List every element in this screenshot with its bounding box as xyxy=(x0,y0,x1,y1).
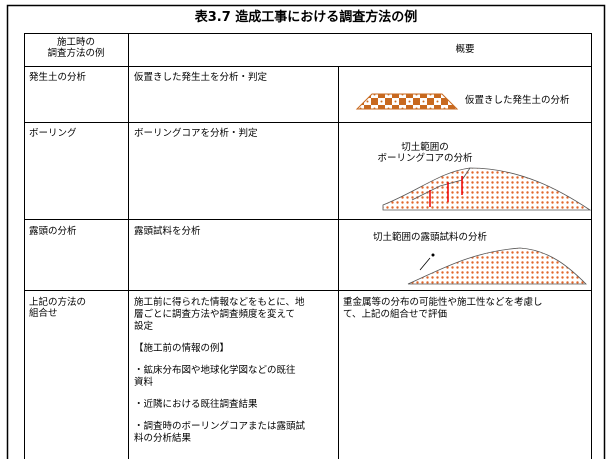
summary: 料の分析結果 xyxy=(134,433,192,444)
figure-caption: 切土範囲の露頭試料の分析 xyxy=(373,232,488,243)
summary: 設定 xyxy=(134,321,154,332)
sample-point xyxy=(431,253,435,257)
method: 発生土の分析 xyxy=(29,72,87,83)
method: 上記の方法の xyxy=(29,297,87,308)
summary: ・近隣における既往調査結果 xyxy=(134,399,258,410)
summary: 資料 xyxy=(134,377,154,388)
soil-pile xyxy=(355,93,459,110)
title: 表3.7 造成工事における調査方法の例 xyxy=(194,10,418,25)
summary: 施工前に得られた情報などをもとに、地 xyxy=(134,297,305,308)
table-lines xyxy=(6,4,606,459)
figure-caption: 切土範囲の xyxy=(401,142,449,153)
header-summary: 概要 xyxy=(455,44,475,55)
summary: 露頭試料を分析 xyxy=(134,226,201,237)
summary: ・鉱床分布図や地球化学図などの既往 xyxy=(134,365,296,376)
summary: ボーリングコアを分析・判定 xyxy=(134,128,258,139)
boring-cores xyxy=(429,176,463,207)
header-method: 調査方法の例 xyxy=(47,48,105,59)
summary: 仮置きした発生土を分析・判定 xyxy=(134,72,268,83)
figure-caption: ボーリングコアの分析 xyxy=(377,153,473,164)
figure-caption: 仮置きした発生土の分析 xyxy=(465,95,570,106)
pointer-line xyxy=(419,257,431,271)
summary: 【施工前の情報の例】 xyxy=(134,343,230,354)
outcrop-mound xyxy=(407,247,587,285)
evaluation: 重金属等の分布の可能性や施工性などを考慮し xyxy=(343,297,543,308)
method: ボーリング xyxy=(29,128,77,139)
evaluation: て、上記の組合せで評価 xyxy=(343,309,448,320)
header-method: 施工時の xyxy=(56,37,96,48)
cut-mound xyxy=(382,167,592,211)
method: 露頭の分析 xyxy=(29,226,77,237)
summary: ・調査時のボーリングコアまたは露頭試 xyxy=(134,421,306,432)
cut-line xyxy=(411,167,471,201)
method: 組合せ xyxy=(29,308,58,319)
summary: 層ごとに調査方法や調査頻度を変えて xyxy=(134,309,296,320)
